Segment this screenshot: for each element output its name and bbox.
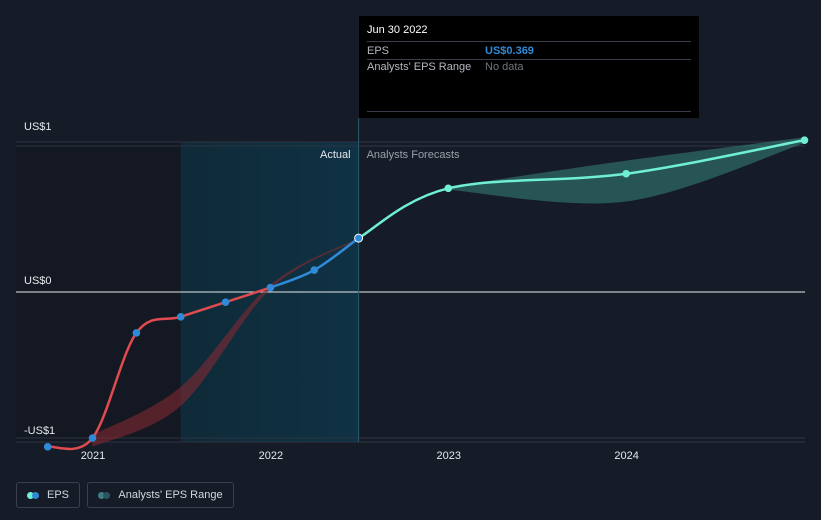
grid xyxy=(16,118,805,443)
x-axis-label-0: 2021 xyxy=(81,450,105,462)
eps-point-6 xyxy=(310,266,319,274)
legend-eps-label: EPS xyxy=(46,489,69,501)
y-axis-label-1: US$0 xyxy=(24,275,52,287)
x-axis-label-3: 2024 xyxy=(614,450,638,462)
tooltip-eps-value: US$0.369 xyxy=(485,44,534,57)
legend-range-label: Analysts' EPS Range xyxy=(118,489,223,501)
y-axis-label-0: US$1 xyxy=(24,121,52,133)
y-axis-label-2: -US$1 xyxy=(24,425,55,437)
tooltip-row-eps: EPS US$0.369 xyxy=(367,41,691,59)
forecast-point-1 xyxy=(622,169,630,178)
forecast-line xyxy=(357,138,805,240)
legend-eps[interactable]: EPS xyxy=(16,482,80,508)
forecast-point-2 xyxy=(800,136,809,144)
x-axis-label-1: 2022 xyxy=(259,450,283,462)
legend-eps-icon xyxy=(26,491,39,499)
actual-label: Actual xyxy=(320,149,351,161)
tooltip-range-value: No data xyxy=(485,61,524,73)
eps-point-7 xyxy=(354,233,364,243)
eps-points xyxy=(43,136,809,451)
legend-range-icon xyxy=(98,491,111,499)
eps-point-1 xyxy=(88,434,97,442)
eps-point-4 xyxy=(221,298,230,307)
tooltip: Jun 30 2022 EPS US$0.369 Analysts' EPS R… xyxy=(359,16,699,118)
x-axis-label-2: 2023 xyxy=(437,450,461,462)
tooltip-date: Jun 30 2022 xyxy=(367,24,428,36)
tooltip-row-range: Analysts' EPS Range No data xyxy=(367,59,691,112)
forecast-label: Analysts Forecasts xyxy=(367,149,460,161)
past-range-band xyxy=(92,237,359,447)
forecast-point-0 xyxy=(444,184,453,193)
eps-point-2 xyxy=(132,329,141,337)
eps-point-0 xyxy=(43,442,52,451)
tooltip-eps-label: EPS xyxy=(367,44,390,57)
eps-point-3 xyxy=(176,313,185,321)
axis-labels: US$1 US$0 -US$1 2021 2022 2023 2024 Actual Analy… xyxy=(24,121,639,462)
tooltip-range-label: Analysts' EPS Range xyxy=(367,61,472,73)
eps-point-5 xyxy=(266,283,275,292)
legend-range[interactable]: Analysts' EPS Range xyxy=(87,482,234,508)
